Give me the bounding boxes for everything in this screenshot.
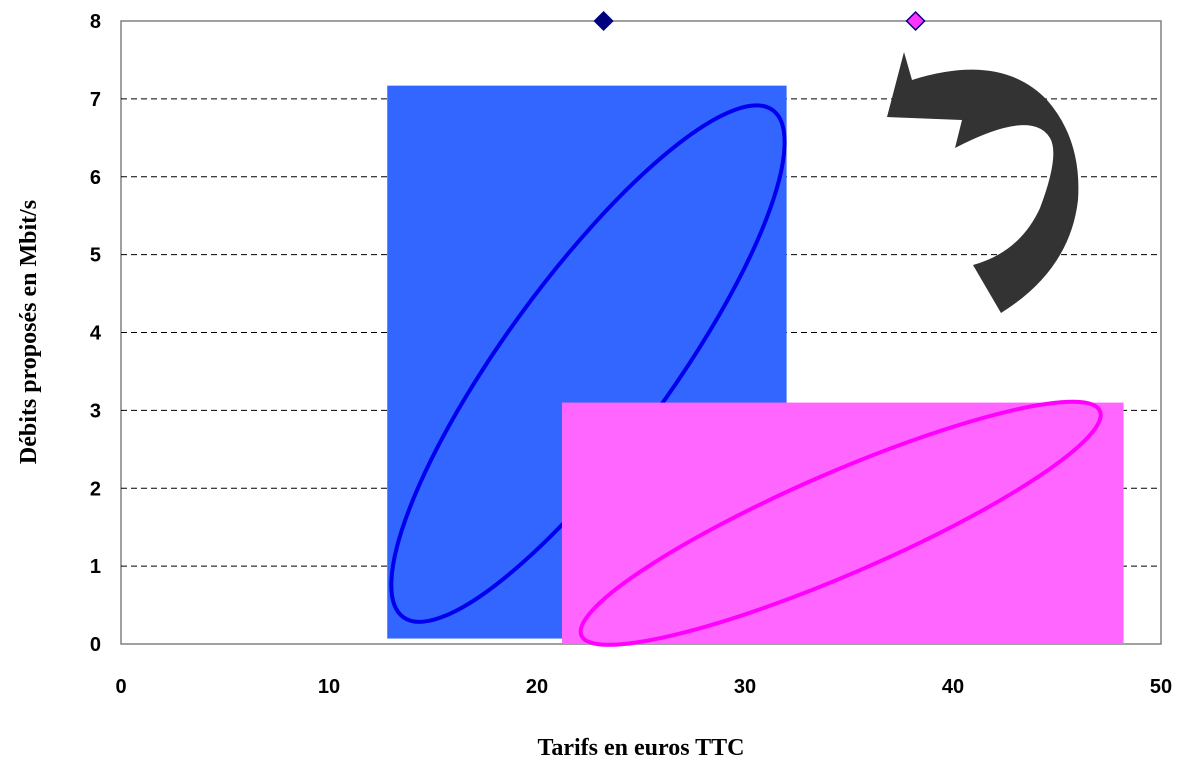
y-tick-label: 8 — [90, 11, 101, 33]
x-tick-label: 10 — [318, 676, 340, 698]
highlight-ellipse — [578, 399, 1103, 647]
y-tick-label: 0 — [90, 634, 101, 656]
x-tick-label: 40 — [942, 676, 964, 698]
x-tick-label: 50 — [1150, 676, 1172, 698]
x-tick-labels: 0 10 20 30 40 50 — [115, 676, 1172, 698]
y-tick-label: 6 — [90, 167, 101, 189]
y-tick-label: 3 — [90, 400, 101, 422]
y-tick-labels: 0 1 2 3 4 5 6 7 8 — [90, 11, 102, 656]
x-tick-label: 0 — [115, 676, 126, 698]
y-tick-label: 5 — [90, 245, 101, 267]
y-tick-label: 4 — [90, 323, 102, 345]
y-axis-label: Débits proposés en Mbit/s — [16, 200, 42, 464]
data-points — [593, 10, 926, 32]
data-point-marker — [905, 10, 926, 32]
curved-arrow-shape — [887, 52, 1079, 313]
y-tick-label: 2 — [90, 478, 101, 500]
annotations — [387, 85, 1124, 647]
x-tick-label: 20 — [526, 676, 548, 698]
highlight-rectangle — [561, 402, 1124, 644]
y-tick-label: 1 — [90, 556, 101, 578]
x-tick-label: 30 — [734, 676, 756, 698]
y-tick-label: 7 — [90, 89, 101, 111]
x-axis-label: Tarifs en euros TTC — [538, 735, 745, 761]
data-point-marker — [593, 10, 614, 32]
